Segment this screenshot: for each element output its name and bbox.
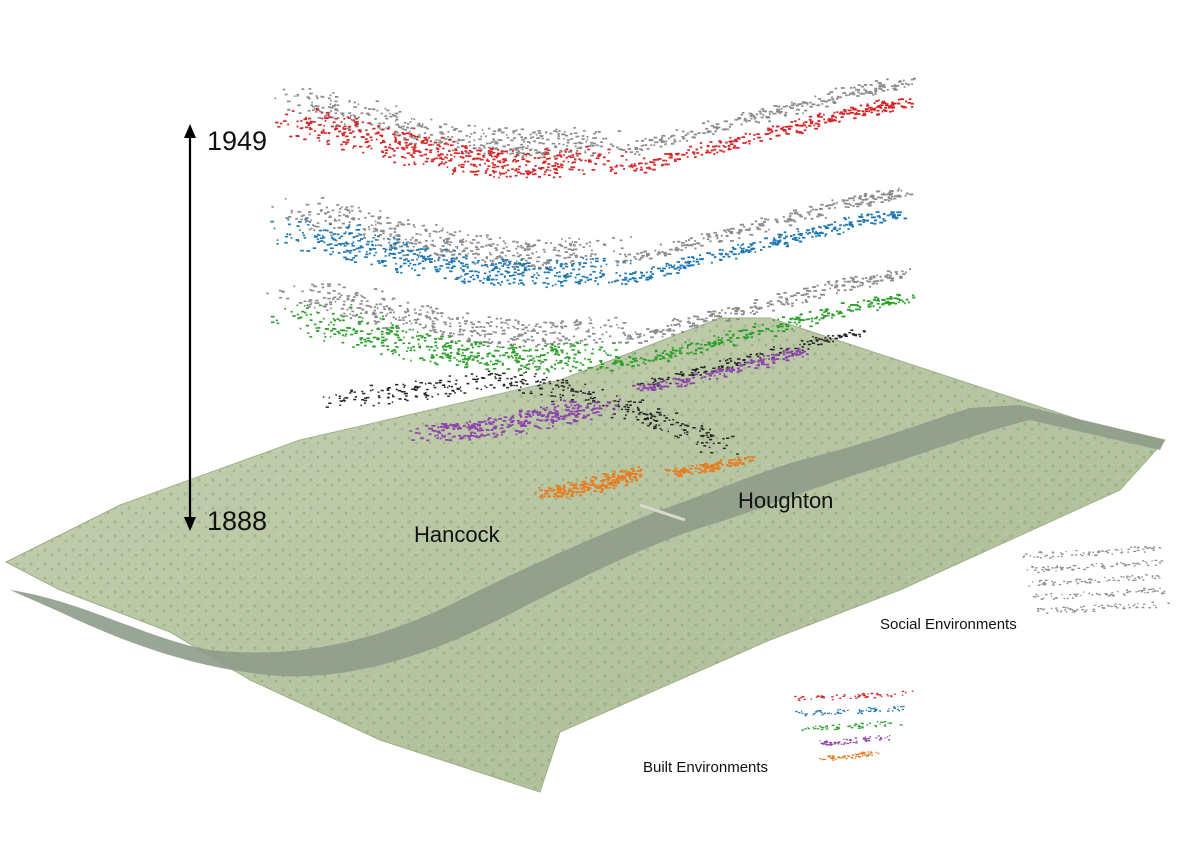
legend-social-band-3 bbox=[1028, 574, 1161, 587]
layer-6-orange-strip bbox=[664, 456, 756, 478]
timeline-arrow bbox=[184, 124, 196, 531]
legend-built-band-5 bbox=[819, 751, 880, 761]
layer-1949-grey-strip bbox=[612, 77, 916, 156]
layer-2-blue-town bbox=[270, 218, 632, 289]
legend-social-band-4 bbox=[1032, 587, 1166, 600]
legend-social-label: Social Environments bbox=[880, 616, 1017, 633]
legend-social-band-2 bbox=[1026, 559, 1163, 574]
houghton-label: Houghton bbox=[738, 488, 834, 513]
layer-3-green-town bbox=[270, 304, 636, 375]
river bbox=[10, 405, 1165, 677]
data-layers bbox=[266, 77, 916, 499]
layer-2-grey-strip bbox=[615, 187, 914, 264]
legend-built-swatch bbox=[794, 690, 914, 761]
legend-social-swatch bbox=[1022, 546, 1170, 614]
legend-built-band-1 bbox=[794, 690, 914, 702]
legend-built-label: Built Environments bbox=[643, 759, 769, 776]
bridge bbox=[639, 503, 686, 522]
layer-5-purple bbox=[409, 398, 621, 442]
layer-1949-red-strip bbox=[609, 98, 914, 174]
layer-3-grey-town bbox=[266, 283, 631, 349]
layer-2-grey-town bbox=[271, 197, 632, 270]
layer-3-grey-strip bbox=[618, 268, 911, 344]
layer-1949-grey-town bbox=[274, 88, 622, 159]
end-year-label: 1949 bbox=[207, 126, 268, 156]
legend-built-band-4 bbox=[819, 735, 891, 746]
layer-4-black bbox=[322, 370, 739, 455]
layer-5-purple-strip bbox=[632, 347, 809, 392]
layer-3-green-strip bbox=[609, 293, 916, 372]
legend-social-band-1 bbox=[1022, 546, 1162, 559]
legend-built-band-2 bbox=[795, 705, 905, 717]
layer-2-blue-strip bbox=[613, 211, 908, 285]
layer-6-orange bbox=[534, 466, 643, 499]
terrain-base bbox=[4, 317, 1166, 793]
legend-built-band-3 bbox=[801, 721, 903, 731]
hancock-label: Hancock bbox=[414, 522, 500, 547]
layer-1949-red-town bbox=[275, 108, 628, 179]
start-year-label: 1888 bbox=[207, 506, 268, 536]
legend-social-band-5 bbox=[1037, 601, 1170, 614]
